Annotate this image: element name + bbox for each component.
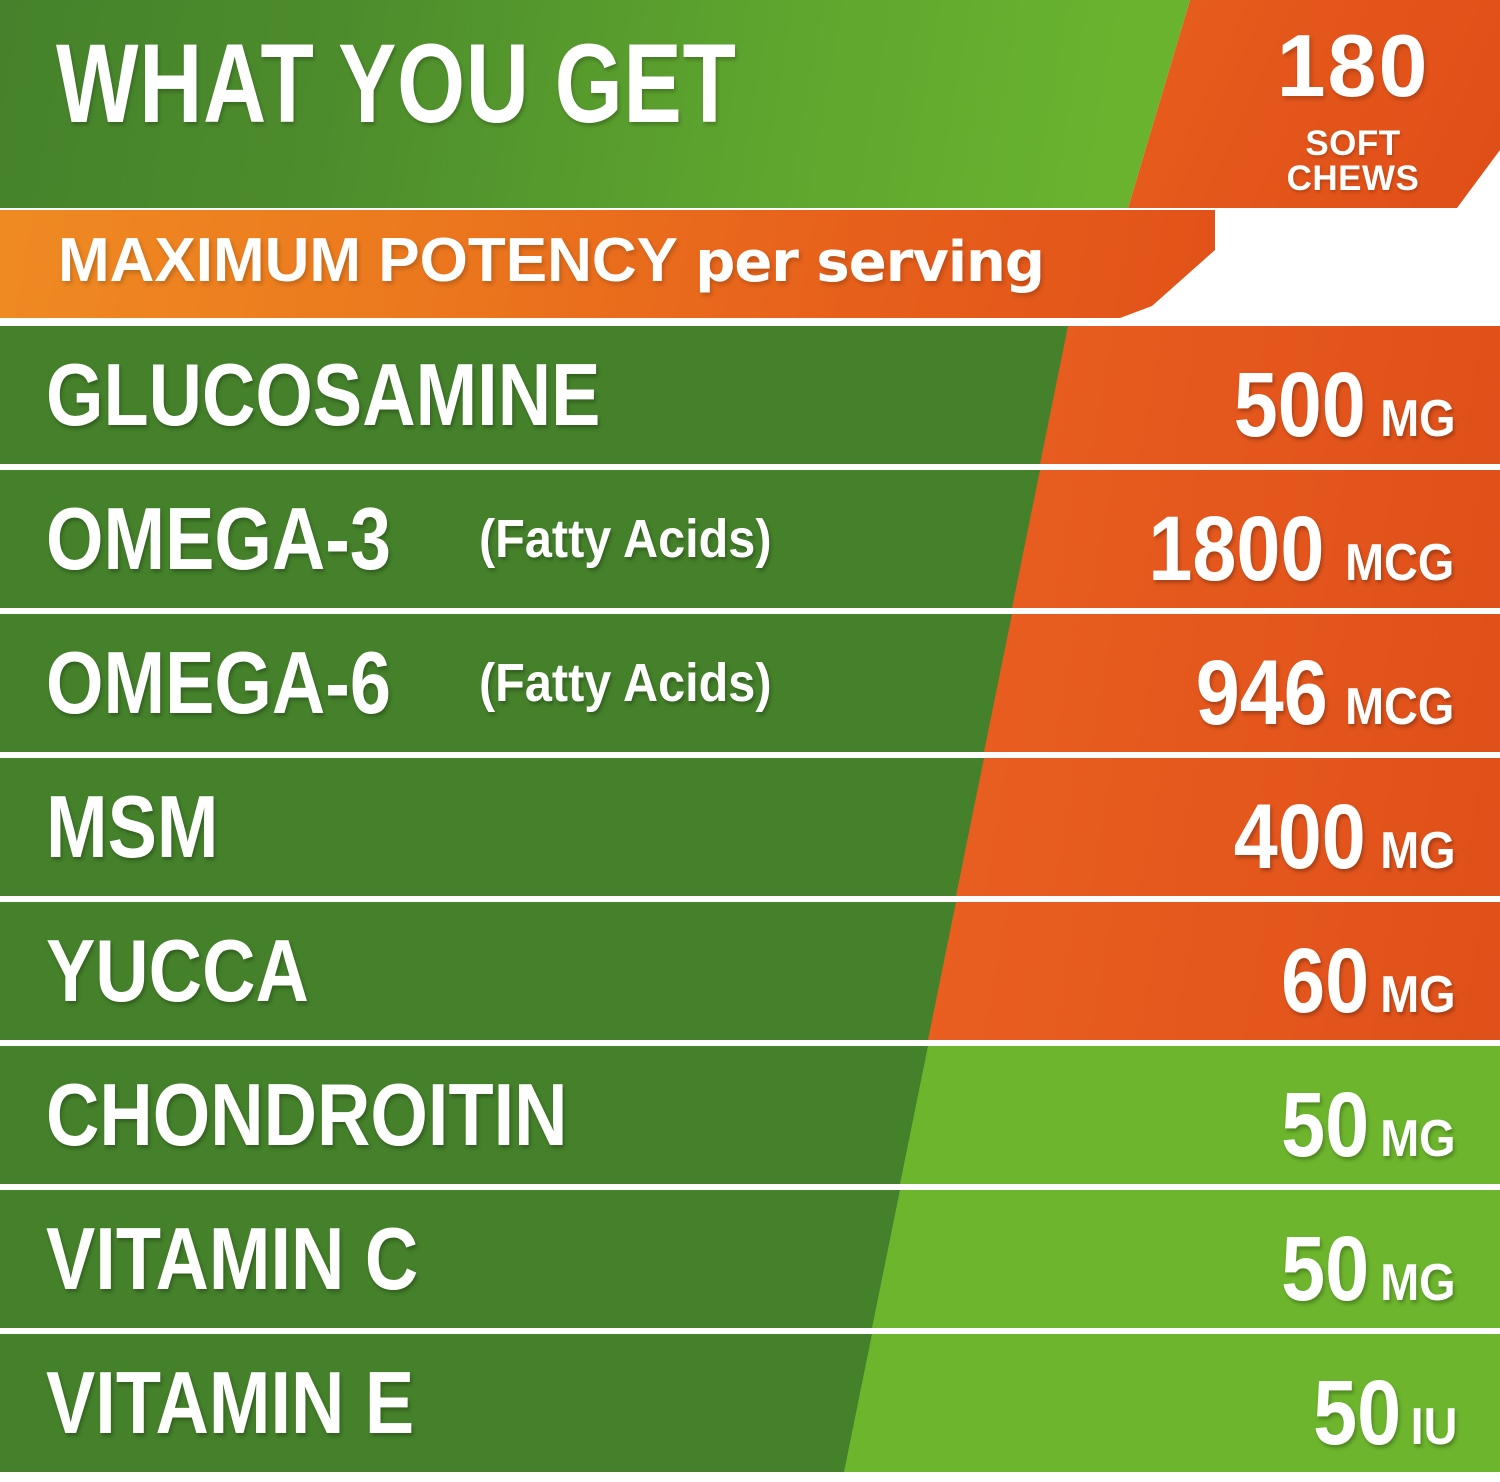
- subheader-strong-text: MAXIMUM POTENCY: [58, 226, 678, 295]
- header-banner: WHAT YOU GET 180 SOFT CHEWS: [0, 0, 1500, 208]
- row-name-band: [0, 1334, 872, 1472]
- serving-count-label: SOFT CHEWS: [1286, 124, 1420, 198]
- ingredient-unit: MG: [1380, 1110, 1456, 1168]
- row-value-group: 50 MG: [1274, 1190, 1460, 1328]
- row-value-group: 946 MCG: [1185, 614, 1460, 752]
- row-name-band: [0, 470, 1040, 608]
- table-row: CHONDROITIN 50 MG: [0, 1046, 1500, 1184]
- ingredient-note: (Fatty Acids): [478, 509, 772, 569]
- ingredient-amount: 50: [1281, 1218, 1370, 1320]
- ingredient-amount: 50: [1281, 1074, 1370, 1176]
- row-name-band: [0, 326, 1068, 464]
- row-label-group: OMEGA-3 (Fatty Acids): [46, 470, 804, 608]
- ingredient-unit: MG: [1380, 1254, 1456, 1312]
- ingredient-unit: MG: [1380, 822, 1456, 880]
- row-label-group: MSM: [46, 758, 251, 896]
- row-value-group: 50 MG: [1274, 1046, 1460, 1184]
- subheader-text: MAXIMUM POTENCY per serving: [58, 230, 1045, 295]
- row-label-group: GLUCOSAMINE: [46, 326, 706, 464]
- table-row: VITAMIN E 50 IU: [0, 1334, 1500, 1472]
- table-row: OMEGA-6 (Fatty Acids) 946 MCG: [0, 614, 1500, 752]
- ingredient-amount: 946: [1195, 642, 1328, 744]
- row-label-group: CHONDROITIN: [46, 1046, 667, 1184]
- row-label-group: YUCCA: [46, 902, 359, 1040]
- row-value-group: 400 MG: [1223, 758, 1460, 896]
- page-title: WHAT YOU GET: [56, 21, 737, 146]
- table-row: OMEGA-3 (Fatty Acids) 1800 MCG: [0, 470, 1500, 608]
- row-label-group: VITAMIN C: [46, 1190, 489, 1328]
- header-title-panel: [0, 0, 1190, 208]
- ingredient-unit: MG: [1380, 390, 1456, 448]
- ingredient-amount: 400: [1233, 786, 1366, 888]
- ingredient-unit: MCG: [1344, 534, 1454, 592]
- ingredient-name: CHONDROITIN: [46, 1065, 568, 1164]
- ingredient-name: MSM: [46, 777, 219, 876]
- ingredient-unit: IU: [1410, 1398, 1458, 1456]
- ingredient-unit: MCG: [1344, 678, 1454, 736]
- table-row: MSM 400 MG: [0, 758, 1500, 896]
- subheader-banner: MAXIMUM POTENCY per serving: [0, 208, 1500, 326]
- row-value-group: 500 MG: [1223, 326, 1460, 464]
- subheader-light-text: per serving: [695, 230, 1045, 295]
- ingredient-name: OMEGA-6: [46, 633, 391, 732]
- row-label-group: VITAMIN E: [46, 1334, 484, 1472]
- serving-count: 180 SOFT CHEWS: [1238, 16, 1468, 198]
- header-count-panel: [1128, 0, 1500, 208]
- row-name-band: [0, 758, 984, 896]
- ingredient-note: (Fatty Acids): [478, 653, 772, 713]
- table-row: VITAMIN C 50 MG: [0, 1190, 1500, 1328]
- ingredient-name: OMEGA-3: [46, 489, 391, 588]
- ingredient-name: YUCCA: [46, 921, 309, 1020]
- subheader-panel: [0, 210, 1215, 318]
- ingredient-unit: MG: [1380, 966, 1456, 1024]
- ingredient-amount: 60: [1281, 930, 1370, 1032]
- row-name-band: [0, 902, 956, 1040]
- ingredient-name: GLUCOSAMINE: [46, 345, 601, 444]
- ingredient-table: GLUCOSAMINE 500 MG OMEGA-3 (Fatty Acids) 1800…: [0, 326, 1500, 1482]
- table-row: YUCCA 60 MG: [0, 902, 1500, 1040]
- ingredient-name: VITAMIN C: [46, 1209, 419, 1308]
- row-value-group: 60 MG: [1274, 902, 1460, 1040]
- ingredient-amount: 1800: [1148, 498, 1325, 600]
- row-name-band: [0, 1046, 928, 1184]
- ingredient-amount: 50: [1312, 1362, 1401, 1464]
- row-value-group: 50 IU: [1306, 1334, 1460, 1472]
- serving-count-number: 180: [1276, 16, 1430, 115]
- row-name-band: [0, 1190, 900, 1328]
- ingredient-name: VITAMIN E: [46, 1353, 415, 1452]
- ingredient-amount: 500: [1233, 354, 1366, 456]
- row-label-group: OMEGA-6 (Fatty Acids): [46, 614, 804, 752]
- row-value-group: 1800 MCG: [1134, 470, 1460, 608]
- row-name-band: [0, 614, 1012, 752]
- table-row: GLUCOSAMINE 500 MG: [0, 326, 1500, 464]
